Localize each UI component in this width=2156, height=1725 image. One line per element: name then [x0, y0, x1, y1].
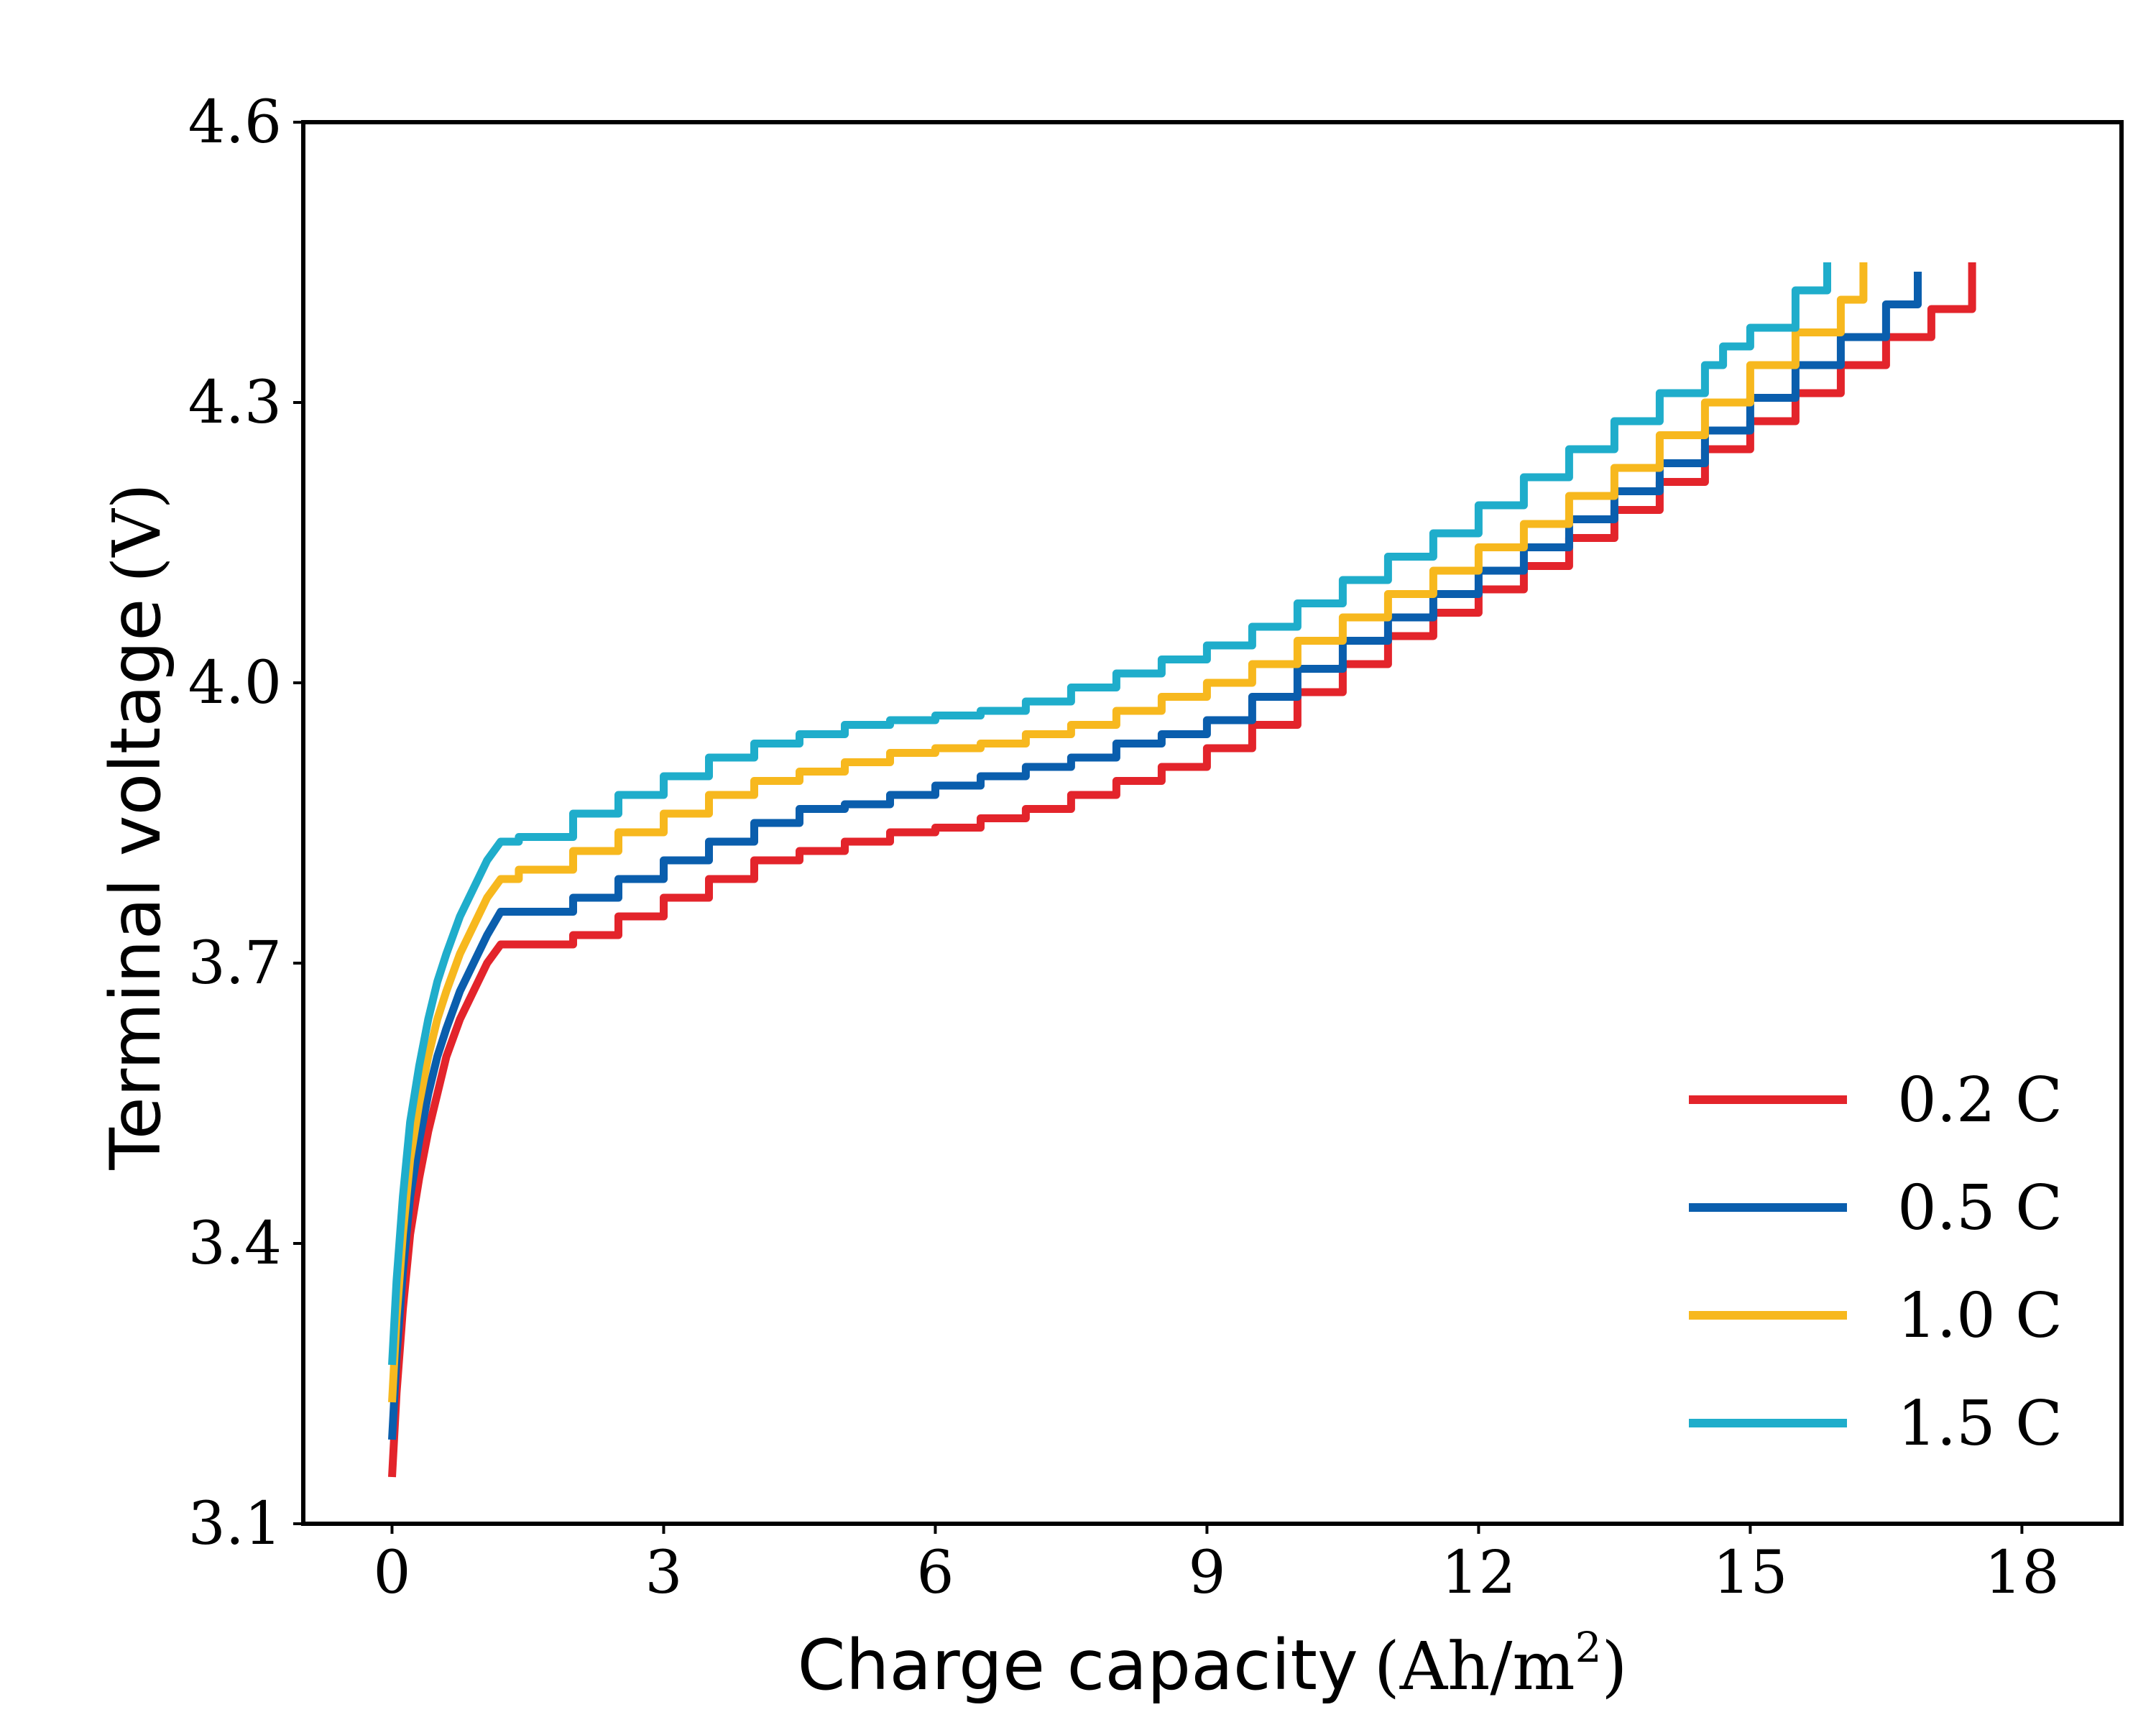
legend-label-0-2-C: 0.2 C: [1897, 1064, 2063, 1136]
x-tick-label: 0: [373, 1539, 410, 1607]
x-tick-label: 6: [916, 1539, 954, 1607]
legend-label-0-5-C: 0.5 C: [1897, 1172, 2063, 1244]
series-line-0-2-C: [388, 262, 1976, 1478]
series-line-0-5-C: [388, 272, 1922, 1440]
plot-frame: [301, 120, 2124, 1526]
x-axis: 0 3 6 9 12 15 18: [373, 1524, 2060, 1607]
y-tick-label: 3.4: [188, 1210, 282, 1278]
y-tick-label: 4.6: [188, 88, 282, 157]
y-tick-label: 3.1: [188, 1490, 282, 1558]
legend: 0.2 C 0.5 C 1.0 C 1.5 C: [1689, 1064, 2063, 1460]
x-tick-label: 18: [1984, 1539, 2059, 1607]
series-line-1-5-C: [388, 262, 1831, 1366]
x-axis-title: Charge capacity (Ah/m2): [798, 1623, 1628, 1706]
y-tick-label: 4.0: [188, 649, 282, 717]
series-layer: [388, 262, 1976, 1478]
x-tick-label: 12: [1441, 1539, 1516, 1607]
legend-label-1-5-C: 1.5 C: [1897, 1388, 2063, 1460]
y-tick-label: 3.7: [188, 929, 282, 998]
y-axis-title: Terminal voltage(V): [96, 483, 176, 1170]
x-tick-label: 3: [645, 1539, 682, 1607]
x-tick-label: 15: [1713, 1539, 1787, 1607]
y-tick-label: 4.3: [188, 369, 282, 437]
y-axis: 3.1 3.4 3.7 4.0 4.3 4.6: [188, 88, 303, 1558]
legend-label-1-0-C: 1.0 C: [1897, 1280, 2063, 1352]
x-tick-label: 9: [1188, 1539, 1225, 1607]
series-line-1-0-C: [388, 262, 1868, 1403]
